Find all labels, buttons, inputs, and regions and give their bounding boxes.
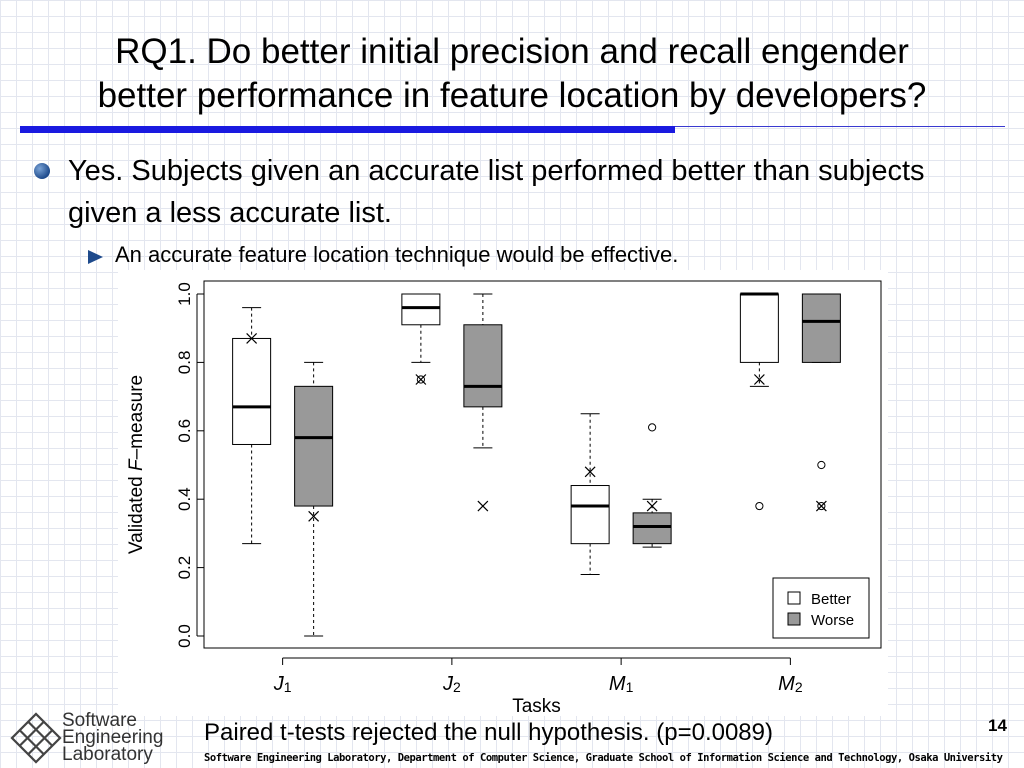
x-tick-label: M1 [609,673,634,695]
lab-logo-text: Software Engineering Laboratory [62,710,164,765]
box-iqr [801,293,841,363]
box-worse-3 [632,423,672,548]
x-tick-label: J1 [273,673,292,695]
title-underline-thin [675,126,1005,127]
box-iqr [294,385,334,507]
lab-logo-icon [10,712,62,764]
page-number: 14 [988,716,1007,735]
x-axis-label: Tasks [512,696,561,716]
logo-line-1: Software [62,710,137,731]
bullet-circle-icon [34,163,50,179]
outlier-point [755,501,764,511]
y-tick-label: 0.8 [175,351,194,375]
outlier-point [416,375,425,384]
legend-label: Worse [811,612,854,629]
y-tick-label: 0.2 [175,556,194,580]
outlier-point [817,501,826,511]
legend-box [772,577,870,639]
mean-marker [246,333,258,344]
box-iqr [401,293,441,326]
box-iqr [232,337,272,445]
box-worse-4 [801,293,841,512]
box-better-2 [401,293,441,385]
box-iqr [739,293,779,363]
t-test-note: Paired t-tests rejected the null hypothe… [204,719,773,746]
box-better-1 [232,307,272,545]
mean-marker [753,374,765,385]
mean-marker [477,500,489,512]
mean-marker [584,466,596,478]
y-tick-label: 0.4 [175,487,194,511]
legend-swatch [787,591,801,605]
y-tick-label: 1.0 [175,282,194,306]
box-better-4 [739,292,779,511]
footer-affiliation: Software Engineering Laboratory, Departm… [204,752,1003,764]
slide-title: RQ1. Do better initial precision and rec… [0,30,1024,118]
boxplot-chart: 0.0 0.2 0.4 0.6 0.8 1.0 Validated F–measure J1 J… [118,270,888,716]
outlier-point [817,460,826,470]
mean-marker [308,510,320,522]
mean-marker [646,500,658,512]
outlier-point [648,423,657,432]
y-tick-label: 0.6 [175,419,194,443]
sub-bullet-text: An accurate feature location technique w… [115,242,679,267]
y-tick-label: 0.0 [175,624,194,648]
y-axis-label: Validated F–measure [126,375,147,554]
x-tick-label: J2 [442,673,461,695]
mean-marker [415,374,427,385]
title-line-1: RQ1. Do better initial precision and rec… [115,32,909,71]
legend-label: Better [811,591,851,608]
title-line-2: better performance in feature location b… [97,76,927,115]
logo-line-3: Laboratory [62,744,153,765]
box-iqr [463,324,503,408]
box-worse-1 [294,361,334,637]
legend: Better Worse [772,577,870,639]
bullet-triangle-icon [88,250,103,264]
box-better-3 [570,413,610,575]
logo-line-2: Engineering [62,727,164,748]
box-worse-2 [463,293,503,512]
box-iqr [570,485,610,545]
main-bullet-text: Yes. Subjects given an accurate list per… [68,155,925,229]
legend-swatch [787,612,801,626]
mean-marker [815,500,827,512]
box-iqr [632,512,672,545]
x-tick-label: M2 [778,673,803,695]
title-underline-thick [20,126,675,133]
plot-frame [203,280,882,649]
